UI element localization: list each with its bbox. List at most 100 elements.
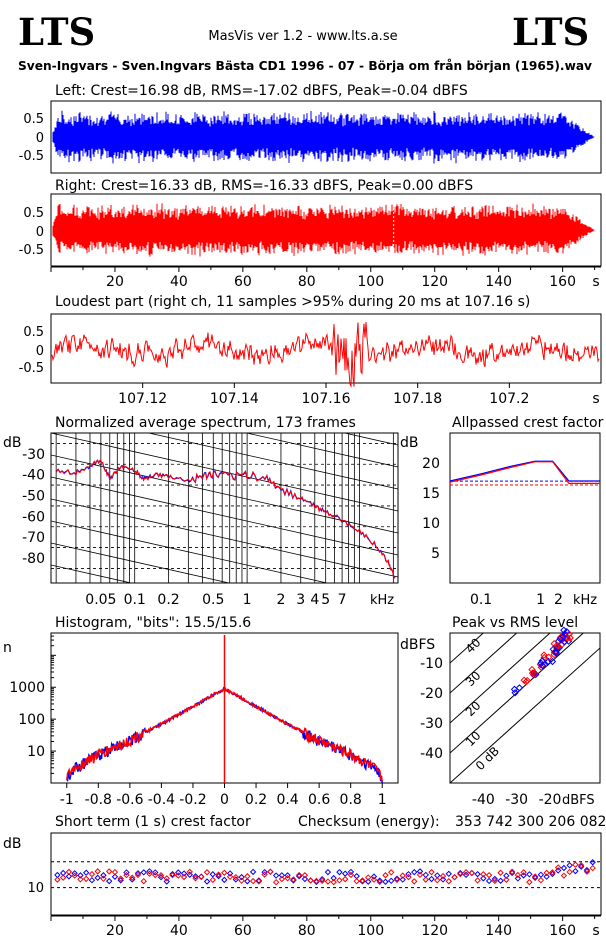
st-point [341, 870, 349, 877]
prms-point [552, 647, 560, 656]
time-tick-label: 80 [298, 923, 316, 939]
st-point [457, 869, 464, 877]
spectrum-xtick-label: 0.05 [85, 592, 116, 608]
hist-xtick-label: 0.6 [308, 792, 330, 808]
st-point [359, 878, 366, 885]
time-tick-label: 140 [485, 923, 512, 939]
right-channel-panel: Right: Crest=16.33 dB, RMS=-16.33 dBFS, … [19, 178, 602, 290]
st-point [192, 873, 199, 880]
st-point [359, 877, 366, 884]
app-title: MasVis ver 1.2 - www.lts.a.se [208, 29, 397, 44]
short-term-plot-frame [50, 832, 602, 916]
hist-xtick-label: -1 [60, 792, 74, 808]
time-axis-bottom: 20 40 60 80 100 120 140 160 s [50, 915, 601, 939]
st-point [491, 875, 499, 883]
st-point [411, 878, 418, 885]
st-point [549, 869, 556, 876]
st-point [480, 875, 487, 882]
st-point [163, 878, 170, 885]
allpassed-plot-frame [449, 432, 601, 584]
st-point [307, 877, 314, 884]
short-term-ytick-label: 10 [27, 881, 44, 896]
loud-tick-label: 107.12 [118, 391, 167, 407]
hist-ytick-label: 1000 [9, 680, 45, 696]
st-point [318, 875, 326, 883]
st-point [468, 869, 476, 877]
prms-ytick-label: -20 [420, 686, 443, 702]
crest-xtick-label: 1 [536, 592, 545, 608]
spectrum-xtick-label: 3 [296, 592, 305, 608]
left-channel-panel: Left: Crest=16.98 dB, RMS=-17.02 dBFS, P… [19, 83, 602, 174]
st-point [301, 872, 309, 879]
spectrum-xtick-label: 0.5 [202, 592, 224, 608]
left-waveform [52, 110, 595, 164]
spectrum-grid [51, 323, 398, 583]
time-axis: 20 40 60 80 100 120 140 160 s [50, 266, 601, 290]
st-point [572, 861, 579, 868]
st-point [226, 870, 234, 877]
st-point [365, 878, 372, 885]
hist-xtick-label: -0.4 [148, 792, 175, 808]
spectrum-slope-line [147, 433, 398, 490]
loud-tick-label: 107.18 [393, 391, 442, 407]
left-channel-title: Left: Crest=16.98 dB, RMS=-17.02 dBFS, P… [55, 83, 468, 99]
loudest-waveform [51, 321, 600, 388]
st-point [255, 878, 263, 885]
prms-diagonal-label: 40 [463, 635, 484, 656]
st-point [526, 878, 533, 886]
spectrum-slope-line [51, 345, 398, 423]
spectrum-slope-line [51, 323, 398, 401]
st-point [514, 871, 522, 879]
st-point [503, 872, 510, 879]
st-point [474, 870, 481, 878]
st-point [514, 875, 522, 882]
crest-xtick-label: 2 [554, 592, 563, 608]
st-point [65, 873, 73, 880]
st-point [497, 869, 504, 876]
st-point [249, 877, 257, 885]
st-point [123, 869, 130, 876]
loud-tick-label: 107.14 [210, 391, 259, 407]
prms-point [566, 634, 574, 642]
prms-xtick-label: -40 [472, 792, 495, 808]
st-point [393, 875, 401, 882]
st-point [146, 868, 153, 875]
st-point [336, 877, 343, 884]
st-point [94, 874, 101, 882]
st-point [100, 875, 107, 882]
prms-point [539, 662, 547, 670]
peak-rms-plot-frame [449, 632, 601, 784]
time-tick-label: 160 [549, 274, 576, 290]
st-point [405, 870, 412, 878]
left-plot-frame [50, 100, 602, 174]
st-point [232, 873, 240, 881]
st-point [267, 868, 274, 875]
st-point [117, 877, 124, 884]
spectrum-xtick-label: 4 [310, 592, 319, 608]
st-point [341, 875, 349, 883]
left-ytick-label: 0.5 [23, 112, 44, 127]
st-point [531, 873, 539, 880]
st-point [105, 877, 113, 885]
st-point [94, 868, 101, 875]
prms-diagonal-label: 30 [463, 668, 484, 689]
st-point [451, 873, 458, 881]
st-point [123, 871, 130, 879]
st-point [434, 877, 441, 884]
histogram-ylabel: n [3, 640, 12, 656]
st-point [226, 873, 234, 881]
st-point [71, 870, 78, 877]
time-tick-label: 40 [170, 923, 188, 939]
st-point [175, 869, 182, 876]
spectrum-slope-line [51, 564, 133, 583]
st-point [284, 875, 291, 882]
spectrum-xtick-label: 1 [243, 592, 252, 608]
left-ytick-label: 0 [36, 131, 44, 146]
st-point [117, 875, 124, 882]
prms-xtick-label: -20 [539, 792, 562, 808]
time-tick-label: 120 [421, 923, 448, 939]
st-point [295, 871, 303, 879]
hist-xtick-label: -0.6 [116, 792, 143, 808]
right-ytick-label: 0 [36, 225, 44, 240]
